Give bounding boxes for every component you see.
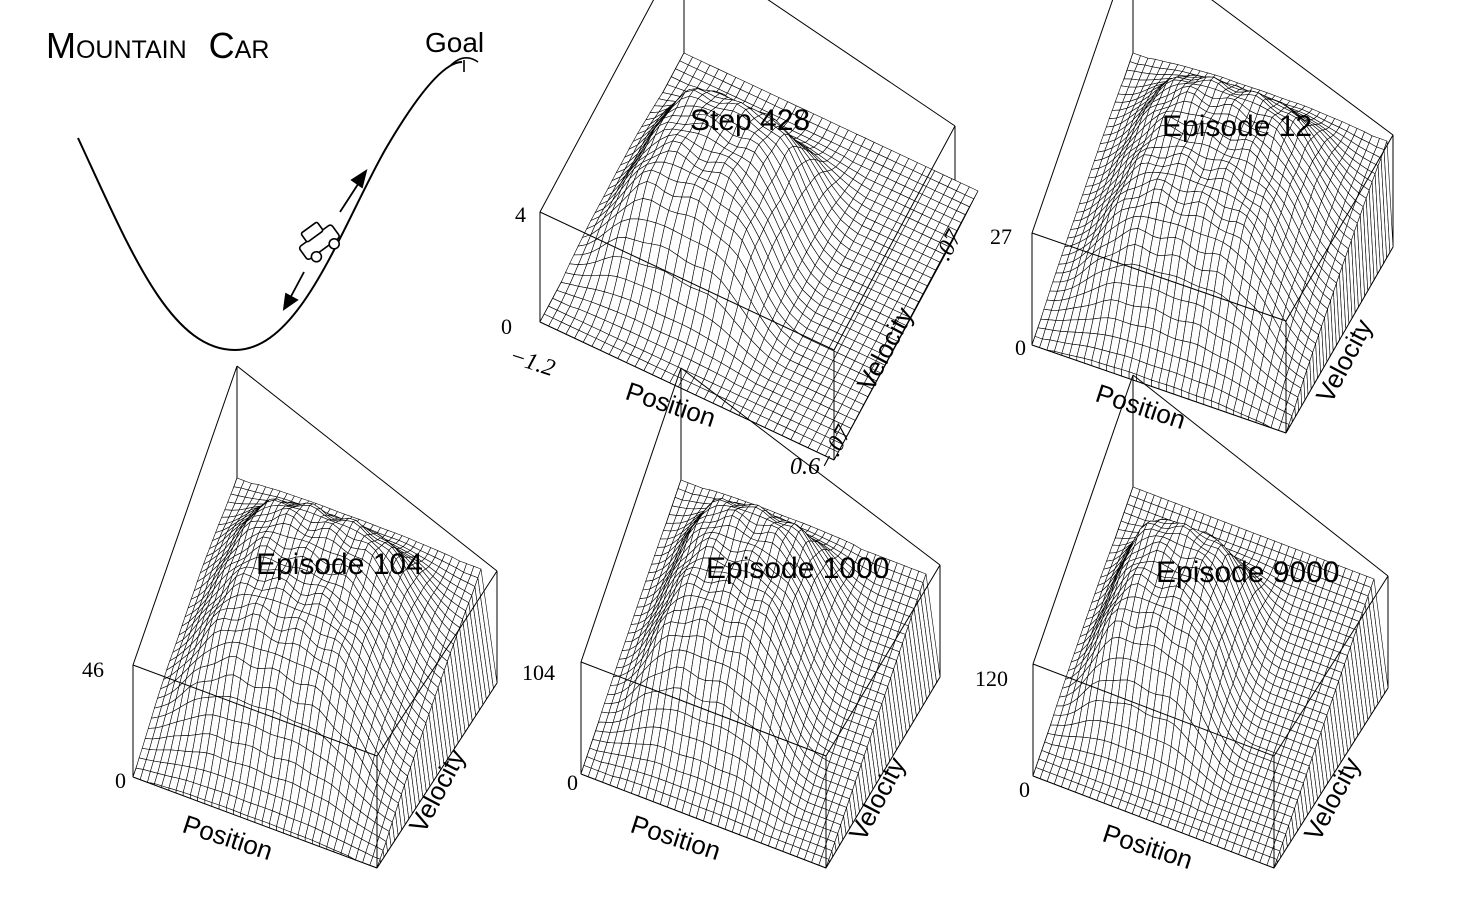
z-tick-label: 4 (515, 202, 526, 227)
x-tick-label: −1.2 (506, 343, 558, 382)
plot-title: Episode 12 (1162, 110, 1312, 143)
goal-label: Goal (425, 27, 484, 58)
z-tick-label: 0 (501, 314, 512, 339)
box-edge (767, 0, 956, 127)
hill-curve (77, 61, 463, 352)
mountain-car-illustration: Mountain Car Goal (46, 25, 484, 352)
arrow-up-icon (339, 169, 368, 213)
surface-mesh (539, 52, 979, 461)
z-tick-label: 104 (522, 660, 555, 685)
plot-title: Episode 104 (256, 548, 423, 581)
plot-title: Step 428 (690, 104, 810, 137)
z-tick-label: 0 (115, 768, 126, 793)
arrow-down-icon (282, 271, 305, 311)
title-word-car: Car (209, 25, 270, 66)
z-tick-label: 0 (1015, 335, 1026, 360)
car-icon (298, 221, 340, 263)
z-tick-label: 27 (990, 224, 1012, 249)
figure-title: Mountain Car (46, 25, 269, 66)
box-edge (539, 0, 655, 213)
plot-title: Episode 1000 (706, 552, 890, 585)
goal-marker (449, 57, 479, 72)
title-word-mountain: Mountain (46, 25, 187, 66)
z-tick-label: 46 (82, 657, 104, 682)
z-tick-label: 0 (567, 770, 578, 795)
